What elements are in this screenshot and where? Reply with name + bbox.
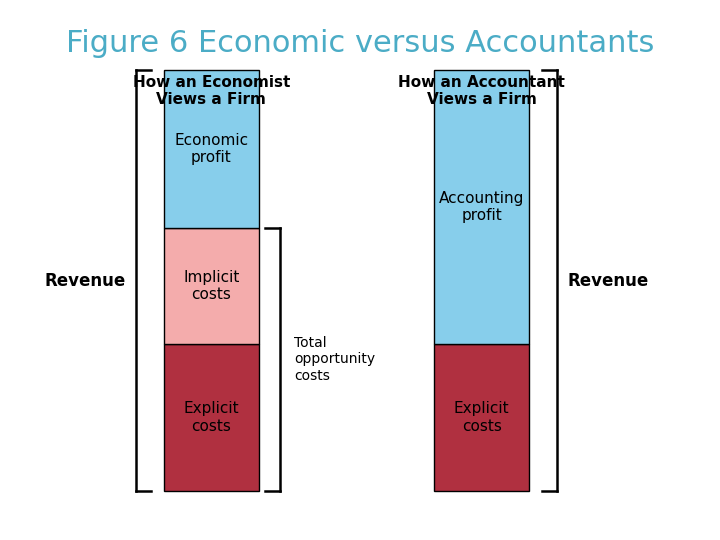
Text: How an Accountant
Views a Firm: How an Accountant Views a Firm — [398, 75, 565, 107]
Bar — [164, 70, 258, 228]
Text: Economic
profit: Economic profit — [174, 133, 248, 165]
Bar — [434, 343, 529, 491]
Text: Accounting
profit: Accounting profit — [439, 191, 524, 223]
Text: How an Economist
Views a Firm: How an Economist Views a Firm — [132, 75, 290, 107]
Text: Implicit
costs: Implicit costs — [183, 269, 240, 302]
Text: Figure 6 Economic versus Accountants: Figure 6 Economic versus Accountants — [66, 29, 654, 58]
Text: Revenue: Revenue — [44, 272, 125, 289]
Text: Explicit
costs: Explicit costs — [454, 401, 510, 434]
Text: Revenue: Revenue — [567, 272, 649, 289]
Bar — [434, 70, 529, 343]
Bar — [164, 343, 258, 491]
Text: Total
opportunity
costs: Total opportunity costs — [294, 336, 375, 383]
Text: Explicit
costs: Explicit costs — [184, 401, 239, 434]
Bar — [164, 228, 258, 343]
